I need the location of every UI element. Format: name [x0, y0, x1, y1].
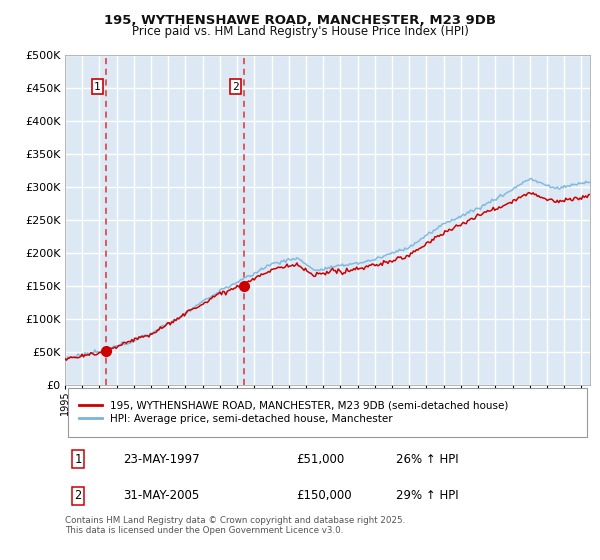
- Text: 26% ↑ HPI: 26% ↑ HPI: [396, 453, 458, 466]
- Text: Price paid vs. HM Land Registry's House Price Index (HPI): Price paid vs. HM Land Registry's House …: [131, 25, 469, 38]
- Text: 2: 2: [74, 489, 82, 502]
- Text: 2: 2: [232, 82, 239, 92]
- Text: 1: 1: [94, 82, 101, 92]
- Text: 31-MAY-2005: 31-MAY-2005: [123, 489, 199, 502]
- Text: 195, WYTHENSHAWE ROAD, MANCHESTER, M23 9DB: 195, WYTHENSHAWE ROAD, MANCHESTER, M23 9…: [104, 14, 496, 27]
- Text: 1: 1: [74, 453, 82, 466]
- Text: 29% ↑ HPI: 29% ↑ HPI: [396, 489, 458, 502]
- Text: 23-MAY-1997: 23-MAY-1997: [123, 453, 199, 466]
- Text: £150,000: £150,000: [296, 489, 352, 502]
- FancyBboxPatch shape: [68, 388, 587, 437]
- Text: Contains HM Land Registry data © Crown copyright and database right 2025.
This d: Contains HM Land Registry data © Crown c…: [65, 516, 405, 535]
- Text: £51,000: £51,000: [296, 453, 344, 466]
- Legend: 195, WYTHENSHAWE ROAD, MANCHESTER, M23 9DB (semi-detached house), HPI: Average p: 195, WYTHENSHAWE ROAD, MANCHESTER, M23 9…: [76, 398, 511, 427]
